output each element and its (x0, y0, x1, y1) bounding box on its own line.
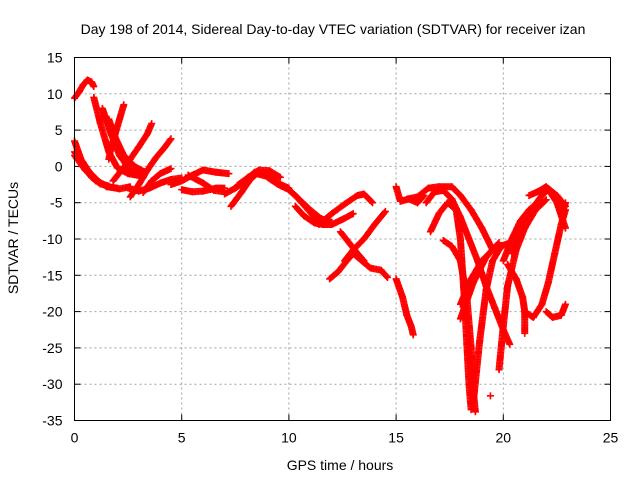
data-point (90, 83, 98, 91)
data-point (542, 196, 550, 204)
data-point (275, 172, 283, 180)
y-tick-label: 0 (55, 158, 63, 174)
y-tick-label: -5 (50, 195, 63, 211)
x-tick-label: 5 (178, 430, 186, 446)
series-track-33 (486, 392, 494, 400)
y-tick-label: -30 (42, 376, 62, 392)
series-track-42 (542, 300, 569, 321)
data-point (506, 340, 514, 348)
series-track-26 (392, 275, 417, 339)
x-axis-label: GPS time / hours (287, 457, 394, 473)
axis-ticks: 0 5 10 15 20 25 15 10 5 0 -5 -10 -15 -20 -25 -30 -35 (42, 50, 618, 446)
data-point (359, 256, 367, 264)
data-point (495, 239, 503, 247)
data-point (166, 136, 174, 144)
y-tick-label: 10 (47, 86, 63, 102)
data-point (360, 257, 368, 265)
data-point (486, 392, 494, 400)
data-point (384, 273, 392, 281)
data-point (381, 207, 389, 215)
y-tick-label: 5 (55, 122, 63, 138)
y-tick-label: 15 (47, 50, 63, 66)
y-tick-label: -15 (42, 267, 62, 283)
y-tick-label: -25 (42, 340, 62, 356)
data-point (494, 240, 502, 248)
series-track-35 (456, 239, 503, 323)
series-track-32 (469, 239, 514, 406)
data-points (71, 76, 569, 416)
data-point (349, 210, 357, 218)
x-tick-label: 25 (603, 430, 619, 446)
series-track-41 (521, 206, 569, 321)
data-point (471, 408, 479, 416)
grid-lines (74, 57, 611, 421)
x-tick-label: 10 (281, 430, 297, 446)
data-point (167, 165, 175, 173)
series-track-24 (341, 207, 389, 265)
x-tick-label: 15 (388, 430, 404, 446)
chart-title: Day 198 of 2014, Sidereal Day-to-day VTE… (81, 21, 586, 37)
series-track-08 (105, 101, 128, 163)
data-point (148, 120, 156, 128)
data-point (383, 272, 391, 280)
y-tick-label: -10 (42, 231, 62, 247)
series-track-09 (109, 120, 156, 185)
data-point (367, 198, 375, 206)
series-track-15 (184, 171, 229, 196)
data-point (380, 209, 388, 217)
data-point (167, 135, 175, 143)
y-tick-label: -35 (42, 413, 62, 429)
plot-frame (74, 57, 611, 421)
series-track-01 (71, 76, 98, 102)
series-track-43 (553, 191, 569, 214)
x-tick-label: 20 (496, 430, 512, 446)
data-point (541, 197, 549, 205)
data-point (276, 173, 284, 181)
data-point (369, 199, 377, 207)
data-point (409, 331, 417, 339)
y-axis-label: SDTVAR / TECUs (5, 182, 21, 294)
series-track-25 (336, 228, 368, 265)
data-point (105, 155, 113, 163)
x-tick-label: 0 (71, 430, 79, 446)
data-point (225, 170, 233, 178)
series-track-12 (124, 174, 186, 195)
data-point (561, 300, 569, 308)
series-track-20 (283, 184, 323, 225)
series-track-18 (233, 166, 284, 189)
y-tick-label: -20 (42, 304, 62, 320)
data-point (561, 199, 569, 207)
series-track-22 (315, 190, 377, 228)
data-point (521, 329, 529, 337)
